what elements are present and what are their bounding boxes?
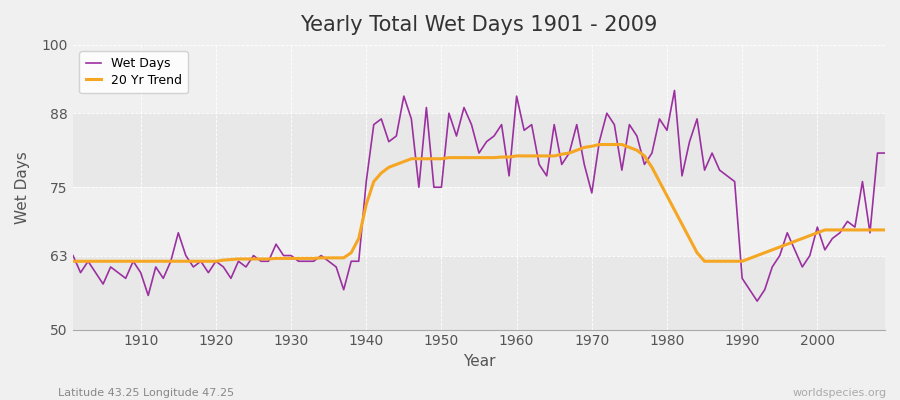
20 Yr Trend — [504, 155, 515, 160]
Wet Days — [669, 88, 680, 93]
Title: Yearly Total Wet Days 1901 - 2009: Yearly Total Wet Days 1901 - 2009 — [301, 15, 658, 35]
Bar — [73, 45, 885, 113]
20 Yr Trend — [609, 142, 620, 147]
Wet Days — [338, 287, 349, 292]
Wet Days — [752, 299, 762, 304]
Wet Days — [128, 259, 139, 264]
Bar — [73, 187, 885, 256]
20 Yr Trend — [338, 256, 349, 260]
20 Yr Trend — [128, 259, 139, 264]
20 Yr Trend — [594, 142, 605, 147]
Legend: Wet Days, 20 Yr Trend: Wet Days, 20 Yr Trend — [79, 51, 188, 93]
Text: Latitude 43.25 Longitude 47.25: Latitude 43.25 Longitude 47.25 — [58, 388, 235, 398]
Bar — [73, 113, 885, 187]
Wet Days — [511, 94, 522, 98]
Wet Days — [601, 111, 612, 116]
Text: worldspecies.org: worldspecies.org — [792, 388, 886, 398]
Wet Days — [293, 259, 304, 264]
Line: Wet Days: Wet Days — [73, 90, 885, 301]
Wet Days — [68, 253, 78, 258]
Bar — [73, 256, 885, 330]
20 Yr Trend — [511, 154, 522, 158]
20 Yr Trend — [879, 228, 890, 232]
20 Yr Trend — [293, 256, 304, 261]
X-axis label: Year: Year — [463, 354, 495, 369]
Wet Days — [879, 151, 890, 156]
Y-axis label: Wet Days: Wet Days — [15, 151, 30, 224]
20 Yr Trend — [68, 259, 78, 264]
Line: 20 Yr Trend: 20 Yr Trend — [73, 144, 885, 261]
Wet Days — [504, 174, 515, 178]
